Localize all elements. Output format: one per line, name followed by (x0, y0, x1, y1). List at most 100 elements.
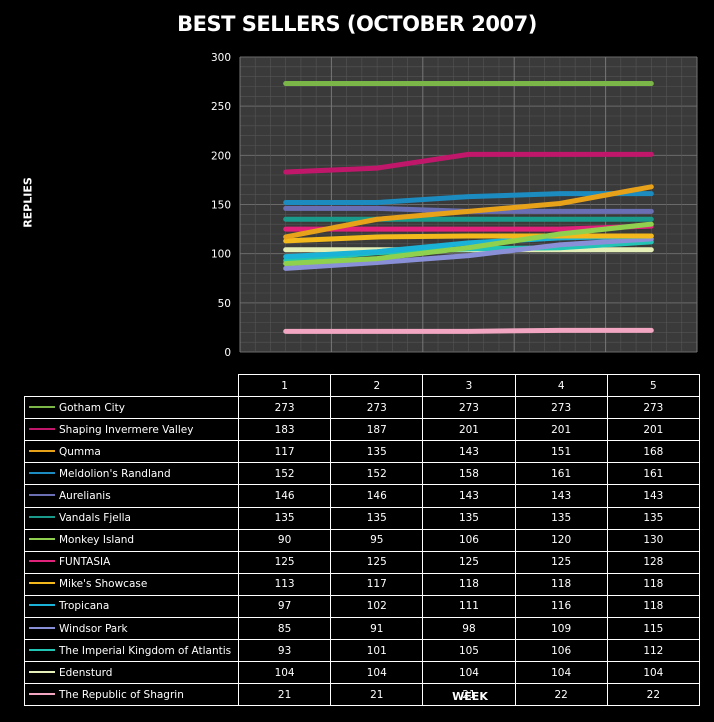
series-lines (283, 81, 654, 334)
data-label: 135 (606, 506, 700, 530)
data-label: 135 (514, 506, 608, 530)
data-label: 118 (606, 572, 700, 596)
data-label: 152 (237, 462, 332, 486)
data-label: 143 (514, 484, 608, 508)
data-label: 98 (422, 617, 516, 641)
data-label: 128 (606, 550, 700, 574)
data-label: 93 (237, 639, 332, 663)
table-row: Monkey Island 90 95 106 120 130 (24, 528, 700, 552)
data-label: 125 (422, 550, 516, 574)
data-label: 135 (330, 440, 424, 464)
data-label: 104 (330, 661, 424, 685)
data-label: 22 (606, 683, 700, 707)
table-row: Aurelianis 146 146 143 143 143 (24, 484, 700, 508)
legend-entry: Edensturd (24, 661, 239, 685)
data-label: 201 (422, 418, 516, 442)
series-line (283, 233, 654, 244)
series-name: Mike's Showcase (59, 578, 148, 591)
data-label: 101 (330, 639, 424, 663)
data-label: 183 (237, 418, 332, 442)
legend-entry: Tropicana (24, 594, 239, 619)
y-tick-label: 300 (211, 52, 231, 64)
data-label: 135 (330, 506, 424, 530)
legend-swatch (29, 692, 55, 695)
data-label: 117 (330, 572, 424, 596)
data-label: 21 (330, 683, 424, 707)
legend-entry: The Imperial Kingdom of Atlantis (24, 639, 239, 663)
data-label: 102 (330, 594, 424, 619)
table-row: FUNTASIA 125 125 125 125 128 (24, 550, 700, 574)
data-label: 120 (514, 528, 608, 552)
legend-swatch (29, 538, 55, 541)
data-label: 116 (514, 594, 608, 619)
legend-swatch (29, 670, 55, 673)
data-label: 201 (606, 418, 700, 442)
data-label: 104 (422, 661, 516, 685)
series-line (283, 327, 654, 334)
legend-entry: FUNTASIA (24, 550, 239, 574)
legend-swatch (29, 516, 55, 519)
legend-swatch (29, 471, 55, 474)
data-label: 106 (422, 528, 516, 552)
x-tick-label: 3 (422, 373, 516, 398)
series-name: The Imperial Kingdom of Atlantis (59, 644, 232, 657)
data-label: 91 (330, 617, 424, 641)
data-label: 104 (237, 661, 332, 685)
series-name: Vandals Fjella (59, 512, 131, 525)
data-label: 21 (422, 683, 516, 707)
legend-entry: Meldolion's Randland (24, 462, 239, 486)
legend-entry: Shaping Invermere Valley (24, 418, 239, 442)
table-row: Mike's Showcase 113 117 118 118 118 (24, 572, 700, 596)
legend-swatch (29, 648, 55, 651)
series-name: Qumma (59, 445, 101, 458)
data-label: 90 (237, 528, 332, 552)
legend-entry: The Republic of Shagrin (24, 683, 239, 707)
data-label: 130 (606, 528, 700, 552)
y-tick-label: 200 (211, 150, 231, 162)
series-line (283, 236, 654, 271)
legend-swatch (29, 604, 55, 607)
data-label: 22 (514, 683, 608, 707)
series-name: FUNTASIA (59, 556, 111, 569)
data-label: 125 (237, 550, 332, 574)
data-label: 115 (606, 617, 700, 641)
y-tick-label: 100 (211, 249, 231, 261)
data-label: 152 (330, 462, 424, 486)
data-label: 21 (237, 683, 332, 707)
data-label: 118 (606, 594, 700, 619)
data-label: 273 (237, 396, 332, 420)
data-label: 146 (237, 484, 332, 508)
data-label: 201 (514, 418, 608, 442)
y-tick-label: 0 (224, 347, 231, 359)
series-line (283, 184, 654, 240)
legend-entry: Gotham City (24, 396, 239, 420)
table-row: The Imperial Kingdom of Atlantis 93 101 105… (24, 639, 700, 663)
data-label: 135 (422, 506, 516, 530)
series-name: Shaping Invermere Valley (59, 423, 194, 436)
y-tick-label: 150 (211, 200, 231, 212)
data-label: 168 (606, 440, 700, 464)
data-table: 1 2 3 4 5 Gotham City 273 273 273 273 273 Shaping I… (24, 373, 700, 707)
data-label: 111 (422, 594, 516, 619)
series-line (283, 191, 654, 206)
x-tick-label: 1 (237, 373, 332, 398)
data-label: 85 (237, 617, 332, 641)
series-name: Windsor Park (59, 622, 128, 635)
series-line (283, 221, 654, 266)
y-axis-ticks: 0 50 100 150 200 250 300 (211, 52, 231, 359)
table-row: Windsor Park 85 91 98 109 115 (24, 617, 700, 641)
series-name: The Republic of Shagrin (59, 688, 184, 701)
series-line (283, 223, 654, 232)
y-tick-label: 250 (211, 101, 231, 113)
series-name: Tropicana (59, 600, 110, 613)
data-label: 97 (237, 594, 332, 619)
legend-entry: Monkey Island (24, 528, 239, 552)
data-label: 113 (237, 572, 332, 596)
table-row: Gotham City 273 273 273 273 273 (24, 396, 700, 420)
data-label: 118 (422, 572, 516, 596)
x-tick-label: 5 (606, 373, 700, 398)
table-row: Qumma 117 135 143 151 168 (24, 440, 700, 464)
legend-entry: Qumma (24, 440, 239, 464)
